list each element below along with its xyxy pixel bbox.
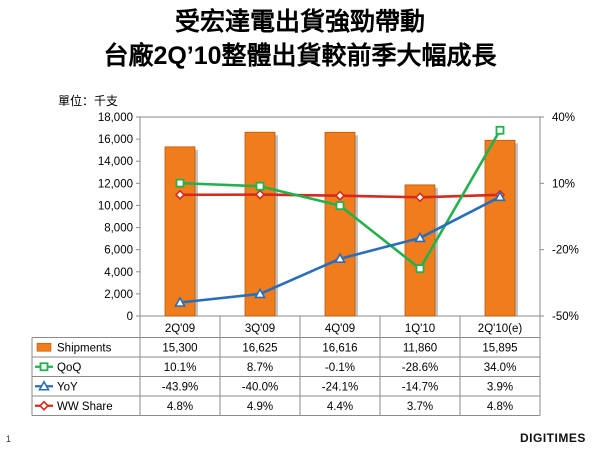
chart-title-line1: 受宏達電出貨強勁帶動 xyxy=(174,8,425,36)
left-axis-tick-label: 8,000 xyxy=(104,223,133,235)
yoy-marker xyxy=(494,190,506,202)
category-label: 3Q'09 xyxy=(245,323,275,335)
yoy-marker xyxy=(174,296,186,307)
qoq-marker xyxy=(255,181,265,191)
ww-share-table-value: 4.9% xyxy=(247,401,273,413)
yoy-marker xyxy=(334,252,346,264)
shipments-table-value: 16,616 xyxy=(322,342,357,354)
yoy-table-value: -40.0% xyxy=(242,381,278,393)
yoy-marker xyxy=(254,287,266,299)
left-axis-tick-label: 18,000 xyxy=(98,112,133,124)
ww-share-table-value: 4.4% xyxy=(327,401,353,413)
qoq-table-value: 34.0% xyxy=(484,362,517,374)
unit-label: 單位：千支 xyxy=(58,94,119,108)
ww-share-marker xyxy=(334,190,346,201)
ww-share-marker xyxy=(414,192,426,203)
category-label: 4Q'09 xyxy=(325,323,355,335)
shipments-bar xyxy=(484,139,516,317)
left-axis-tick-label: 14,000 xyxy=(98,156,133,168)
qoq-table-value: -28.6% xyxy=(402,362,438,374)
yoy-table-value: -24.1% xyxy=(322,381,358,393)
shipments-table-value: 11,860 xyxy=(403,342,437,354)
yoy-legend-label: YoY xyxy=(57,381,78,393)
ww-share-table-value: 4.8% xyxy=(487,401,513,413)
qoq-marker xyxy=(175,178,185,188)
shipments-bar xyxy=(324,131,356,317)
qoq-marker xyxy=(415,264,425,274)
category-label: 2Q'10(e) xyxy=(478,323,523,335)
qoq-marker xyxy=(495,125,505,135)
category-label: 2Q'09 xyxy=(165,323,195,335)
shipments-legend-label: Shipments xyxy=(57,342,112,354)
left-axis-tick-label: 10,000 xyxy=(98,200,133,212)
qoq-legend-marker xyxy=(39,362,49,372)
left-axis-tick-label: 2,000 xyxy=(104,289,133,301)
left-axis-tick-label: 16,000 xyxy=(98,134,133,146)
right-axis-tick-label: -50% xyxy=(552,311,579,323)
category-label: 1Q'10 xyxy=(405,323,435,335)
yoy-marker xyxy=(414,231,426,243)
right-axis-tick-label: -20% xyxy=(552,245,579,257)
shipments-table-value: 16,625 xyxy=(242,342,277,354)
right-axis-tick-label: 10% xyxy=(552,178,575,190)
ww-share-legend-marker xyxy=(38,400,50,411)
ww-share-table-value: 3.7% xyxy=(407,401,433,413)
qoq-table-value: -0.1% xyxy=(325,362,355,374)
yoy-table-value: -14.7% xyxy=(402,381,438,393)
yoy-table-value: -43.9% xyxy=(162,381,198,393)
shipments-table-value: 15,300 xyxy=(162,342,197,354)
qoq-legend-label: QoQ xyxy=(57,362,81,374)
right-axis-tick-label: 40% xyxy=(552,112,575,124)
shipments-table-value: 15,895 xyxy=(482,342,517,354)
left-axis-tick-label: 4,000 xyxy=(104,267,133,279)
qoq-marker xyxy=(335,201,345,211)
yoy-table-value: 3.9% xyxy=(487,381,513,393)
ww-share-legend-label: WW Share xyxy=(57,401,113,413)
ww-share-table-value: 4.8% xyxy=(167,401,193,413)
shipments-legend-key xyxy=(36,342,52,352)
qoq-table-value: 8.7% xyxy=(247,362,273,374)
shipments-bar xyxy=(244,131,276,317)
digitimes-logo: DIGITIMES xyxy=(520,431,586,445)
shipments-bar xyxy=(164,146,196,317)
ww-share-marker xyxy=(174,189,186,200)
left-axis-tick-label: 6,000 xyxy=(104,245,133,257)
chart-title-line2: 台廠2Q’10整體出貨較前季大幅成長 xyxy=(103,42,497,70)
page-number: 1 xyxy=(6,434,12,444)
yoy-legend-marker xyxy=(38,380,50,391)
left-axis-tick-label: 0 xyxy=(127,311,133,323)
qoq-table-value: 10.1% xyxy=(164,362,197,374)
left-axis-tick-label: 12,000 xyxy=(98,178,133,190)
ww-share-marker xyxy=(254,189,266,200)
